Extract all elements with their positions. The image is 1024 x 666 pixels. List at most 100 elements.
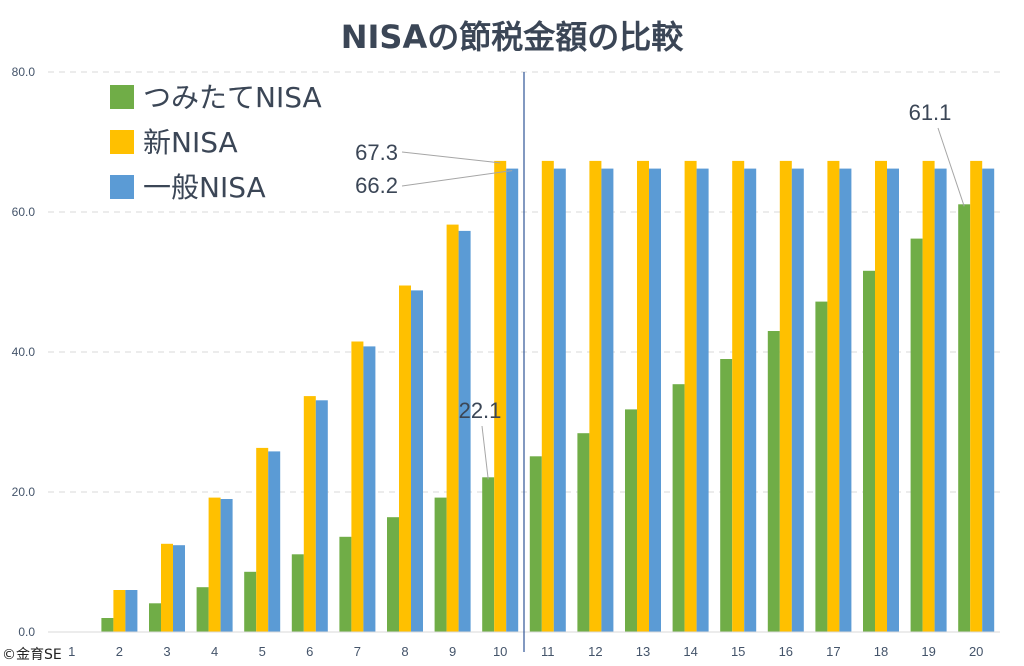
bar-series2-cat19 — [934, 168, 947, 632]
x-tick-label: 16 — [779, 644, 793, 659]
bar-series2-cat5 — [268, 451, 281, 632]
annotation-leader-3 — [937, 127, 965, 207]
x-tick-label: 15 — [731, 644, 745, 659]
bar-series2-cat17 — [839, 168, 852, 632]
bar-series0-cat14 — [672, 384, 685, 632]
annotation-label-3: 61.1 — [909, 100, 952, 125]
x-tick-label: 20 — [969, 644, 983, 659]
annotations: 67.3 66.2 22.1 61.1 — [355, 100, 965, 480]
x-tick-label: 12 — [588, 644, 602, 659]
bar-series2-cat10 — [506, 168, 519, 632]
y-tick-label: 40.0 — [12, 345, 36, 359]
bar-series2-cat18 — [887, 168, 899, 632]
x-tick-label: 19 — [921, 644, 935, 659]
x-tick-label: 11 — [541, 644, 555, 659]
bar-series1-cat18 — [875, 160, 887, 632]
y-tick-label: 0.0 — [18, 625, 35, 639]
x-tick-label: 9 — [449, 644, 456, 659]
bar-series1-cat4 — [208, 497, 221, 632]
bar-series0-cat9 — [434, 497, 447, 632]
legend-label-0: つみたてNISA — [143, 81, 322, 114]
x-tick-label: 13 — [636, 644, 650, 659]
y-tick-label: 20.0 — [12, 485, 36, 499]
annotation-leader-1 — [401, 170, 513, 187]
bar-series0-cat2 — [101, 618, 114, 632]
legend-swatch-2 — [110, 175, 134, 199]
bar-series0-cat8 — [387, 517, 399, 632]
bar-series2-cat9 — [458, 230, 471, 632]
legend: つみたてNISA 新NISA 一般NISA — [110, 81, 322, 204]
annotation-label-1: 66.2 — [355, 173, 398, 198]
bar-series1-cat12 — [589, 160, 602, 632]
bar-series1-cat7 — [351, 341, 364, 632]
bar-series1-cat5 — [256, 447, 269, 632]
bar-series0-cat20 — [958, 204, 971, 633]
bar-series0-cat12 — [577, 433, 590, 632]
x-tick-label: 17 — [826, 644, 840, 659]
bar-series1-cat17 — [827, 160, 840, 632]
bar-series2-cat20 — [982, 168, 995, 632]
bar-series0-cat4 — [196, 587, 209, 632]
bar-series2-cat7 — [363, 346, 376, 632]
legend-swatch-1 — [110, 130, 134, 154]
bar-series1-cat10 — [494, 160, 507, 632]
bar-series1-cat11 — [541, 160, 554, 632]
x-tick-label: 14 — [683, 644, 697, 659]
bar-series0-cat3 — [149, 603, 161, 632]
bar-series1-cat20 — [970, 160, 983, 632]
legend-label-2: 一般NISA — [143, 171, 266, 204]
annotation-leader-2 — [481, 425, 489, 480]
bar-series1-cat16 — [779, 160, 792, 632]
bar-series1-cat14 — [684, 160, 697, 632]
x-tick-label: 7 — [354, 644, 361, 659]
bar-series0-cat10 — [482, 477, 495, 632]
x-tick-label: 1 — [68, 644, 75, 659]
bar-series0-cat16 — [767, 331, 780, 632]
bar-series2-cat3 — [173, 545, 185, 632]
bar-series0-cat13 — [625, 409, 637, 632]
x-tick-label: 3 — [163, 644, 170, 659]
bar-series2-cat16 — [791, 168, 804, 632]
bar-series1-cat2 — [113, 590, 126, 632]
x-tick-label: 4 — [211, 644, 218, 659]
annotation-leader-0 — [401, 151, 501, 164]
bar-series0-cat18 — [863, 270, 875, 632]
bar-series1-cat8 — [399, 285, 411, 632]
bar-series1-cat6 — [303, 396, 316, 632]
bar-series1-cat13 — [637, 160, 649, 632]
x-tick-label: 6 — [306, 644, 313, 659]
bar-series2-cat6 — [315, 400, 328, 632]
x-tick-label: 10 — [493, 644, 507, 659]
y-tick-label: 80.0 — [12, 65, 36, 79]
copyright-text: ©金育SE — [2, 647, 62, 663]
chart-title: NISAの節税金額の比較 — [341, 18, 685, 56]
bar-series2-cat4 — [220, 499, 233, 632]
bar-series0-cat5 — [244, 571, 257, 632]
bar-series0-cat19 — [910, 238, 923, 632]
annotation-label-2: 22.1 — [459, 398, 502, 423]
bar-series2-cat15 — [744, 168, 757, 632]
x-tick-label: 8 — [401, 644, 408, 659]
axes: 0.020.040.060.080.01 2 3 4 5 6 7 8 9 10 11 12 13 14 15… — [12, 65, 1000, 659]
bar-series0-cat7 — [339, 536, 352, 632]
legend-swatch-0 — [110, 85, 134, 109]
bar-series2-cat2 — [125, 590, 138, 632]
bar-series1-cat19 — [922, 160, 935, 632]
bar-series0-cat11 — [529, 456, 542, 632]
bar-series0-cat6 — [291, 554, 304, 632]
x-tick-label: 2 — [116, 644, 123, 659]
bar-series2-cat8 — [411, 290, 423, 632]
bars — [101, 160, 995, 633]
x-tick-label: 18 — [874, 644, 888, 659]
legend-label-1: 新NISA — [143, 126, 238, 159]
x-tick-label: 5 — [259, 644, 266, 659]
y-tick-label: 60.0 — [12, 205, 36, 219]
bar-series0-cat17 — [815, 301, 828, 632]
bar-series1-cat3 — [161, 543, 173, 632]
bar-series1-cat15 — [732, 160, 745, 632]
bar-series1-cat9 — [446, 224, 459, 632]
annotation-label-0: 67.3 — [355, 140, 398, 165]
bar-series2-cat13 — [649, 168, 661, 632]
bar-series0-cat15 — [720, 359, 733, 632]
